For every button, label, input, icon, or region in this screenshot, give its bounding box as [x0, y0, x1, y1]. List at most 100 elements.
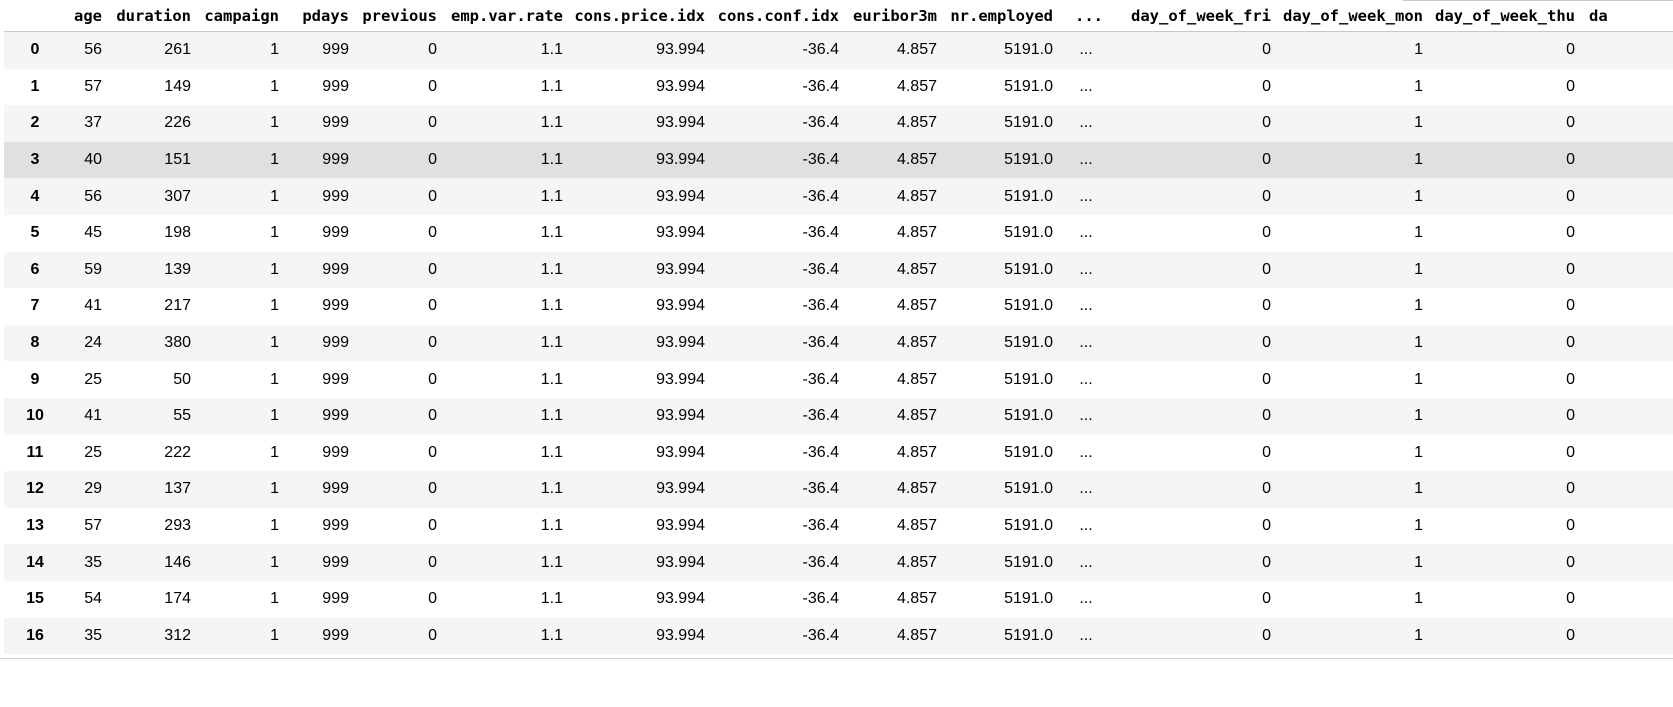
table-cell: 1.1 [540, 334, 563, 352]
ellipsis-cell: ... [1079, 41, 1093, 59]
table-cell: 999 [322, 334, 349, 352]
table-cell: -36.4 [802, 41, 839, 59]
table-cell: 93.994 [656, 553, 705, 571]
table-cell [1583, 398, 1673, 435]
table-cell: 1 [1414, 480, 1423, 498]
table-cell: 0 [1262, 553, 1271, 571]
table-cell: 93.994 [656, 334, 705, 352]
table-row[interactable]: 4 56 307 1 999 0 1.1 93.994 -36.4 4.857 5191.0... 0… [4, 178, 1673, 215]
table-row[interactable]: 7 41 217 1 999 0 1.1 93.994 -36.4 4.857 5191.0... 0… [4, 288, 1673, 325]
table-cell: 1 [270, 407, 279, 425]
column-header: ... [1061, 0, 1111, 32]
table-row[interactable]: 6 59 139 1 999 0 1.1 93.994 -36.4 4.857 5191.0... 0… [4, 251, 1673, 289]
table-cell [1583, 105, 1673, 142]
table-cell: 45 [84, 224, 102, 242]
table-cell: 5191.0 [1004, 553, 1053, 571]
table-cell: 1 [270, 297, 279, 315]
table-row[interactable]: 9 25 50 1 999 0 1.1 93.994 -36.4 4.857 5191.0... 0 1… [4, 361, 1673, 398]
table-row[interactable]: 5 45 198 1 999 0 1.1 93.994 -36.4 4.857 5191.0... 0… [4, 214, 1673, 252]
row-index: 8 [30, 334, 40, 352]
table-cell: 0 [1262, 517, 1271, 535]
table-cell: 4.857 [896, 260, 937, 278]
table-cell: -36.4 [802, 334, 839, 352]
table-cell: 0 [428, 407, 437, 425]
table-cell: 1 [1414, 151, 1423, 169]
row-index: 0 [30, 41, 40, 59]
table-cell: 93.994 [656, 443, 705, 461]
table-cell: 999 [322, 151, 349, 169]
table-cell: -36.4 [802, 590, 839, 608]
table-cell: 1 [1414, 224, 1423, 242]
table-row[interactable]: 3 40 151 1 999 0 1.1 93.994 -36.4 4.857 5191.0... 0… [4, 141, 1673, 179]
column-header: campaign [199, 0, 287, 32]
table-cell [1583, 581, 1673, 618]
table-cell: 93.994 [656, 517, 705, 535]
table-cell: 1.1 [540, 151, 563, 169]
table-cell: 0 [1262, 370, 1271, 388]
table-cell: 5191.0 [1004, 151, 1053, 169]
row-index: 2 [30, 114, 40, 132]
table-cell: 0 [1566, 407, 1575, 425]
table-cell: 25 [84, 443, 102, 461]
table-cell: -36.4 [802, 114, 839, 132]
table-cell [1583, 69, 1673, 106]
table-cell: 0 [1566, 590, 1575, 608]
row-index: 13 [26, 517, 44, 535]
row-index: 11 [26, 443, 44, 461]
table-cell: 93.994 [656, 114, 705, 132]
table-cell: 5191.0 [1004, 41, 1053, 59]
table-cell: 57 [84, 517, 102, 535]
table-cell: 1 [270, 77, 279, 95]
table-cell: 0 [1262, 114, 1271, 132]
table-cell: 151 [164, 151, 191, 169]
table-cell: 1 [270, 590, 279, 608]
table-row[interactable]: 14 35 146 1 999 0 1.1 93.994 -36.4 4.857 5191.0...… [4, 544, 1673, 581]
column-header: duration [110, 0, 199, 32]
table-cell: 1.1 [540, 553, 563, 571]
table-cell: 999 [322, 480, 349, 498]
table-cell: 0 [1566, 443, 1575, 461]
table-row[interactable]: 12 29 137 1 999 0 1.1 93.994 -36.4 4.857 5191.0...… [4, 471, 1673, 508]
table-cell: 312 [164, 626, 191, 644]
table-cell: 29 [84, 480, 102, 498]
table-cell: 0 [1262, 187, 1271, 205]
table-cell [1583, 508, 1673, 545]
table-cell: 1 [270, 114, 279, 132]
table-cell: 0 [1262, 151, 1271, 169]
table-cell: 307 [164, 187, 191, 205]
table-row[interactable]: 16 35 312 1 999 0 1.1 93.994 -36.4 4.857 5191.0...… [4, 617, 1673, 655]
table-cell [1583, 544, 1673, 581]
table-cell: 0 [1262, 480, 1271, 498]
table-cell: 1 [1414, 443, 1423, 461]
table-cell [1583, 325, 1673, 362]
table-cell: 0 [1262, 297, 1271, 315]
table-cell: 4.857 [896, 224, 937, 242]
table-cell: 1.1 [540, 77, 563, 95]
table-cell: 1 [270, 260, 279, 278]
table-row[interactable]: 0 56 261 1 999 0 1.1 93.994 -36.4 4.857 5191.0... 0… [4, 31, 1673, 69]
row-index: 14 [26, 553, 44, 571]
table-cell: 380 [164, 334, 191, 352]
table-cell: 1 [1414, 517, 1423, 535]
table-cell: 999 [322, 224, 349, 242]
table-row[interactable]: 1 57 149 1 999 0 1.1 93.994 -36.4 4.857 5191.0... 0… [4, 68, 1673, 106]
table-row[interactable]: 13 57 293 1 999 0 1.1 93.994 -36.4 4.857 5191.0...… [4, 507, 1673, 545]
table-cell: 93.994 [656, 297, 705, 315]
table-cell: 25 [84, 370, 102, 388]
ellipsis-cell: ... [1079, 407, 1093, 425]
table-cell: 4.857 [896, 297, 937, 315]
table-row[interactable]: 15 54 174 1 999 0 1.1 93.994 -36.4 4.857 5191.0...… [4, 580, 1673, 618]
table-row[interactable]: 8 24 380 1 999 0 1.1 93.994 -36.4 4.857 5191.0... 0… [4, 324, 1673, 362]
table-cell: 4.857 [896, 553, 937, 571]
table-cell: 0 [1566, 553, 1575, 571]
table-cell: 999 [322, 77, 349, 95]
ellipsis-cell: ... [1079, 224, 1093, 242]
table-cell: 1 [270, 443, 279, 461]
table-row[interactable]: 2 37 226 1 999 0 1.1 93.994 -36.4 4.857 5191.0... 0… [4, 105, 1673, 142]
table-row[interactable]: 11 25 222 1 999 0 1.1 93.994 -36.4 4.857 5191.0...… [4, 434, 1673, 472]
table-cell: 0 [428, 224, 437, 242]
table-row[interactable]: 10 41 55 1 999 0 1.1 93.994 -36.4 4.857 5191.0... 0… [4, 397, 1673, 435]
table-cell: 1.1 [540, 370, 563, 388]
table-cell: 1 [1414, 260, 1423, 278]
column-header: day_of_week_fri [1111, 0, 1279, 32]
